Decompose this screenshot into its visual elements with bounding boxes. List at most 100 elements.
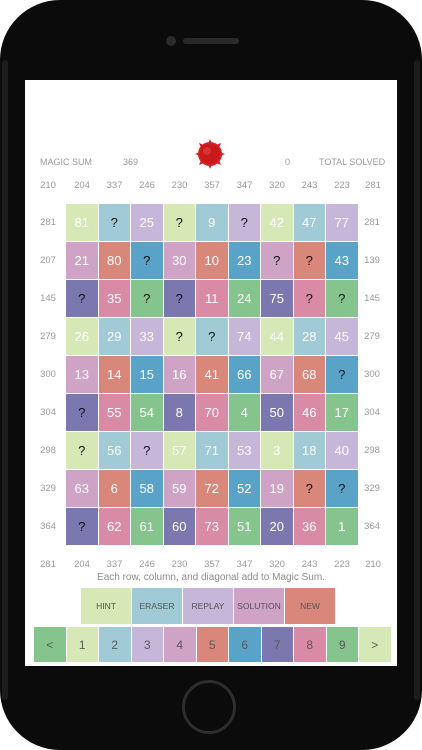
grid-cell[interactable]: 57 <box>163 432 195 469</box>
grid-cell[interactable]: ? <box>66 508 98 545</box>
grid-cell[interactable]: ? <box>261 242 293 279</box>
grid-cell[interactable]: 11 <box>196 280 228 317</box>
grid-cell[interactable]: ? <box>131 432 163 469</box>
number-key-7[interactable]: 7 <box>261 627 293 662</box>
red-sun-icon[interactable] <box>194 138 226 170</box>
grid-cell[interactable]: 60 <box>163 508 195 545</box>
grid-cell[interactable]: 62 <box>98 508 130 545</box>
grid-cell[interactable]: ? <box>66 280 98 317</box>
grid-cell[interactable]: 81 <box>66 204 98 241</box>
grid-cell[interactable]: 17 <box>326 394 358 431</box>
grid-cell[interactable]: 29 <box>98 318 130 355</box>
grid-cell[interactable]: 10 <box>196 242 228 279</box>
number-key-6[interactable]: 6 <box>229 627 261 662</box>
grid-cell[interactable]: 54 <box>131 394 163 431</box>
number-key-5[interactable]: 5 <box>196 627 228 662</box>
number-key-3[interactable]: 3 <box>131 627 163 662</box>
top-sum: 223 <box>334 180 350 191</box>
home-button[interactable] <box>182 680 236 734</box>
grid-cell[interactable]: 47 <box>293 204 325 241</box>
eraser-button[interactable]: ERASER <box>132 588 183 624</box>
grid-cell[interactable]: 4 <box>228 394 260 431</box>
grid-cell[interactable]: 36 <box>293 508 325 545</box>
grid-cell[interactable]: 45 <box>326 318 358 355</box>
next-key[interactable]: > <box>359 627 391 662</box>
grid-cell[interactable]: 25 <box>131 204 163 241</box>
grid-cell[interactable]: 28 <box>293 318 325 355</box>
grid-cell[interactable]: 44 <box>261 318 293 355</box>
grid-cell[interactable]: 70 <box>196 394 228 431</box>
grid-cell[interactable]: 55 <box>98 394 130 431</box>
grid-cell[interactable]: 46 <box>293 394 325 431</box>
grid-cell[interactable]: 67 <box>261 356 293 393</box>
grid-cell[interactable]: ? <box>163 204 195 241</box>
grid-cell[interactable]: 52 <box>228 470 260 507</box>
grid-cell[interactable]: 50 <box>261 394 293 431</box>
grid-cell[interactable]: 77 <box>326 204 358 241</box>
solution-button[interactable]: SOLUTION <box>234 588 285 624</box>
grid-cell[interactable]: ? <box>293 280 325 317</box>
number-key-1[interactable]: 1 <box>66 627 98 662</box>
grid-cell[interactable]: 23 <box>228 242 260 279</box>
grid-cell[interactable]: 14 <box>98 356 130 393</box>
grid-cell[interactable]: ? <box>228 204 260 241</box>
grid-cell[interactable]: 74 <box>228 318 260 355</box>
grid-cell[interactable]: ? <box>66 394 98 431</box>
grid-cell[interactable]: ? <box>293 242 325 279</box>
grid-cell[interactable]: ? <box>98 204 130 241</box>
grid-cell[interactable]: ? <box>293 470 325 507</box>
grid-cell[interactable]: 73 <box>196 508 228 545</box>
grid-cell[interactable]: 75 <box>261 280 293 317</box>
grid-cell[interactable]: 35 <box>98 280 130 317</box>
grid-cell[interactable]: 26 <box>66 318 98 355</box>
grid-cell[interactable]: 80 <box>98 242 130 279</box>
grid-cell[interactable]: ? <box>66 432 98 469</box>
grid-cell[interactable]: 30 <box>163 242 195 279</box>
grid-cell[interactable]: 63 <box>66 470 98 507</box>
grid-cell[interactable]: 3 <box>261 432 293 469</box>
grid-cell[interactable]: 24 <box>228 280 260 317</box>
grid-cell[interactable]: 8 <box>163 394 195 431</box>
number-key-4[interactable]: 4 <box>164 627 196 662</box>
grid-cell[interactable]: 42 <box>261 204 293 241</box>
number-key-2[interactable]: 2 <box>99 627 131 662</box>
replay-button[interactable]: REPLAY <box>183 588 234 624</box>
grid-cell[interactable]: 72 <box>196 470 228 507</box>
hint-button[interactable]: HINT <box>81 588 132 624</box>
grid-cell[interactable]: 33 <box>131 318 163 355</box>
previous-key[interactable]: < <box>34 627 66 662</box>
grid-cell[interactable]: ? <box>163 318 195 355</box>
grid-cell[interactable]: 9 <box>196 204 228 241</box>
grid-cell[interactable]: 43 <box>326 242 358 279</box>
grid-cell[interactable]: 19 <box>261 470 293 507</box>
grid-cell[interactable]: 53 <box>228 432 260 469</box>
grid-cell[interactable]: 18 <box>293 432 325 469</box>
grid-cell[interactable]: ? <box>326 280 358 317</box>
grid-cell[interactable]: 21 <box>66 242 98 279</box>
grid-cell[interactable]: ? <box>131 280 163 317</box>
grid-cell[interactable]: 6 <box>98 470 130 507</box>
grid-cell[interactable]: 68 <box>293 356 325 393</box>
grid-cell[interactable]: 40 <box>326 432 358 469</box>
new-button[interactable]: NEW <box>285 588 336 624</box>
grid-cell[interactable]: 51 <box>228 508 260 545</box>
grid-cell[interactable]: 13 <box>66 356 98 393</box>
number-key-9[interactable]: 9 <box>326 627 358 662</box>
grid-cell[interactable]: 71 <box>196 432 228 469</box>
grid-cell[interactable]: ? <box>326 356 358 393</box>
grid-cell[interactable]: 16 <box>163 356 195 393</box>
grid-cell[interactable]: ? <box>163 280 195 317</box>
grid-cell[interactable]: 20 <box>261 508 293 545</box>
grid-cell[interactable]: 41 <box>196 356 228 393</box>
grid-cell[interactable]: 15 <box>131 356 163 393</box>
grid-cell[interactable]: 1 <box>326 508 358 545</box>
grid-cell[interactable]: 56 <box>98 432 130 469</box>
grid-cell[interactable]: 58 <box>131 470 163 507</box>
grid-cell[interactable]: ? <box>326 470 358 507</box>
number-key-8[interactable]: 8 <box>294 627 326 662</box>
grid-cell[interactable]: ? <box>196 318 228 355</box>
grid-cell[interactable]: 61 <box>131 508 163 545</box>
grid-cell[interactable]: ? <box>131 242 163 279</box>
grid-cell[interactable]: 59 <box>163 470 195 507</box>
grid-cell[interactable]: 66 <box>228 356 260 393</box>
